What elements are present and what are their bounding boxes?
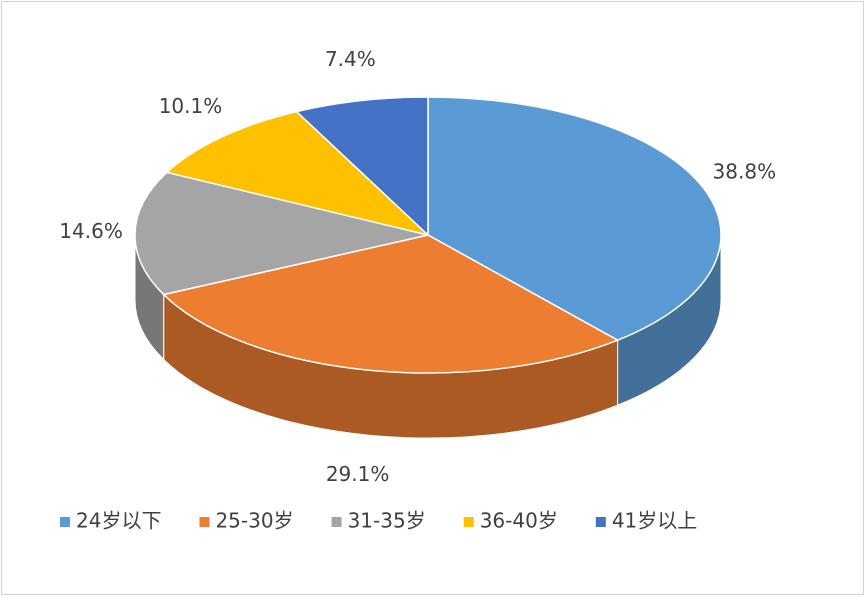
legend-label: 25-30岁 — [215, 509, 293, 533]
legend-label: 31-35岁 — [348, 509, 426, 533]
legend-swatch — [595, 517, 606, 527]
data-label: 7.4% — [325, 47, 376, 71]
pie-slice — [134, 171, 429, 296]
legend-swatch — [199, 517, 210, 527]
legend-swatch — [60, 517, 70, 527]
data-label: 38.8% — [713, 160, 777, 184]
data-label: 29.1% — [326, 462, 390, 486]
pie-slice — [295, 96, 429, 237]
pie-slice — [427, 96, 722, 342]
legend-swatch — [331, 517, 342, 527]
data-label: 14.6% — [59, 219, 123, 243]
pie-slice — [165, 110, 431, 237]
legend-swatch — [463, 517, 474, 527]
legend-label: 36-40岁 — [480, 509, 558, 533]
legend-label: 24岁以下 — [76, 509, 161, 533]
data-label: 10.1% — [159, 94, 223, 118]
legend-label: 41岁以上 — [612, 509, 697, 533]
